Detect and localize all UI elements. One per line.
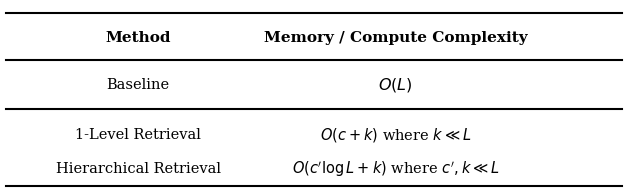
Text: $O(L)$: $O(L)$ xyxy=(378,76,413,94)
Text: Method: Method xyxy=(106,31,171,45)
Text: Memory / Compute Complexity: Memory / Compute Complexity xyxy=(264,31,528,45)
Text: $O(c+k)$ where $k \ll L$: $O(c+k)$ where $k \ll L$ xyxy=(320,126,472,144)
Text: Baseline: Baseline xyxy=(107,78,170,92)
Text: Hierarchical Retrieval: Hierarchical Retrieval xyxy=(56,162,220,176)
Text: 1-Level Retrieval: 1-Level Retrieval xyxy=(75,128,201,142)
Text: $O(c^{\prime} \log L + k)$ where $c^{\prime}, k \ll L$: $O(c^{\prime} \log L + k)$ where $c^{\pr… xyxy=(291,159,500,179)
